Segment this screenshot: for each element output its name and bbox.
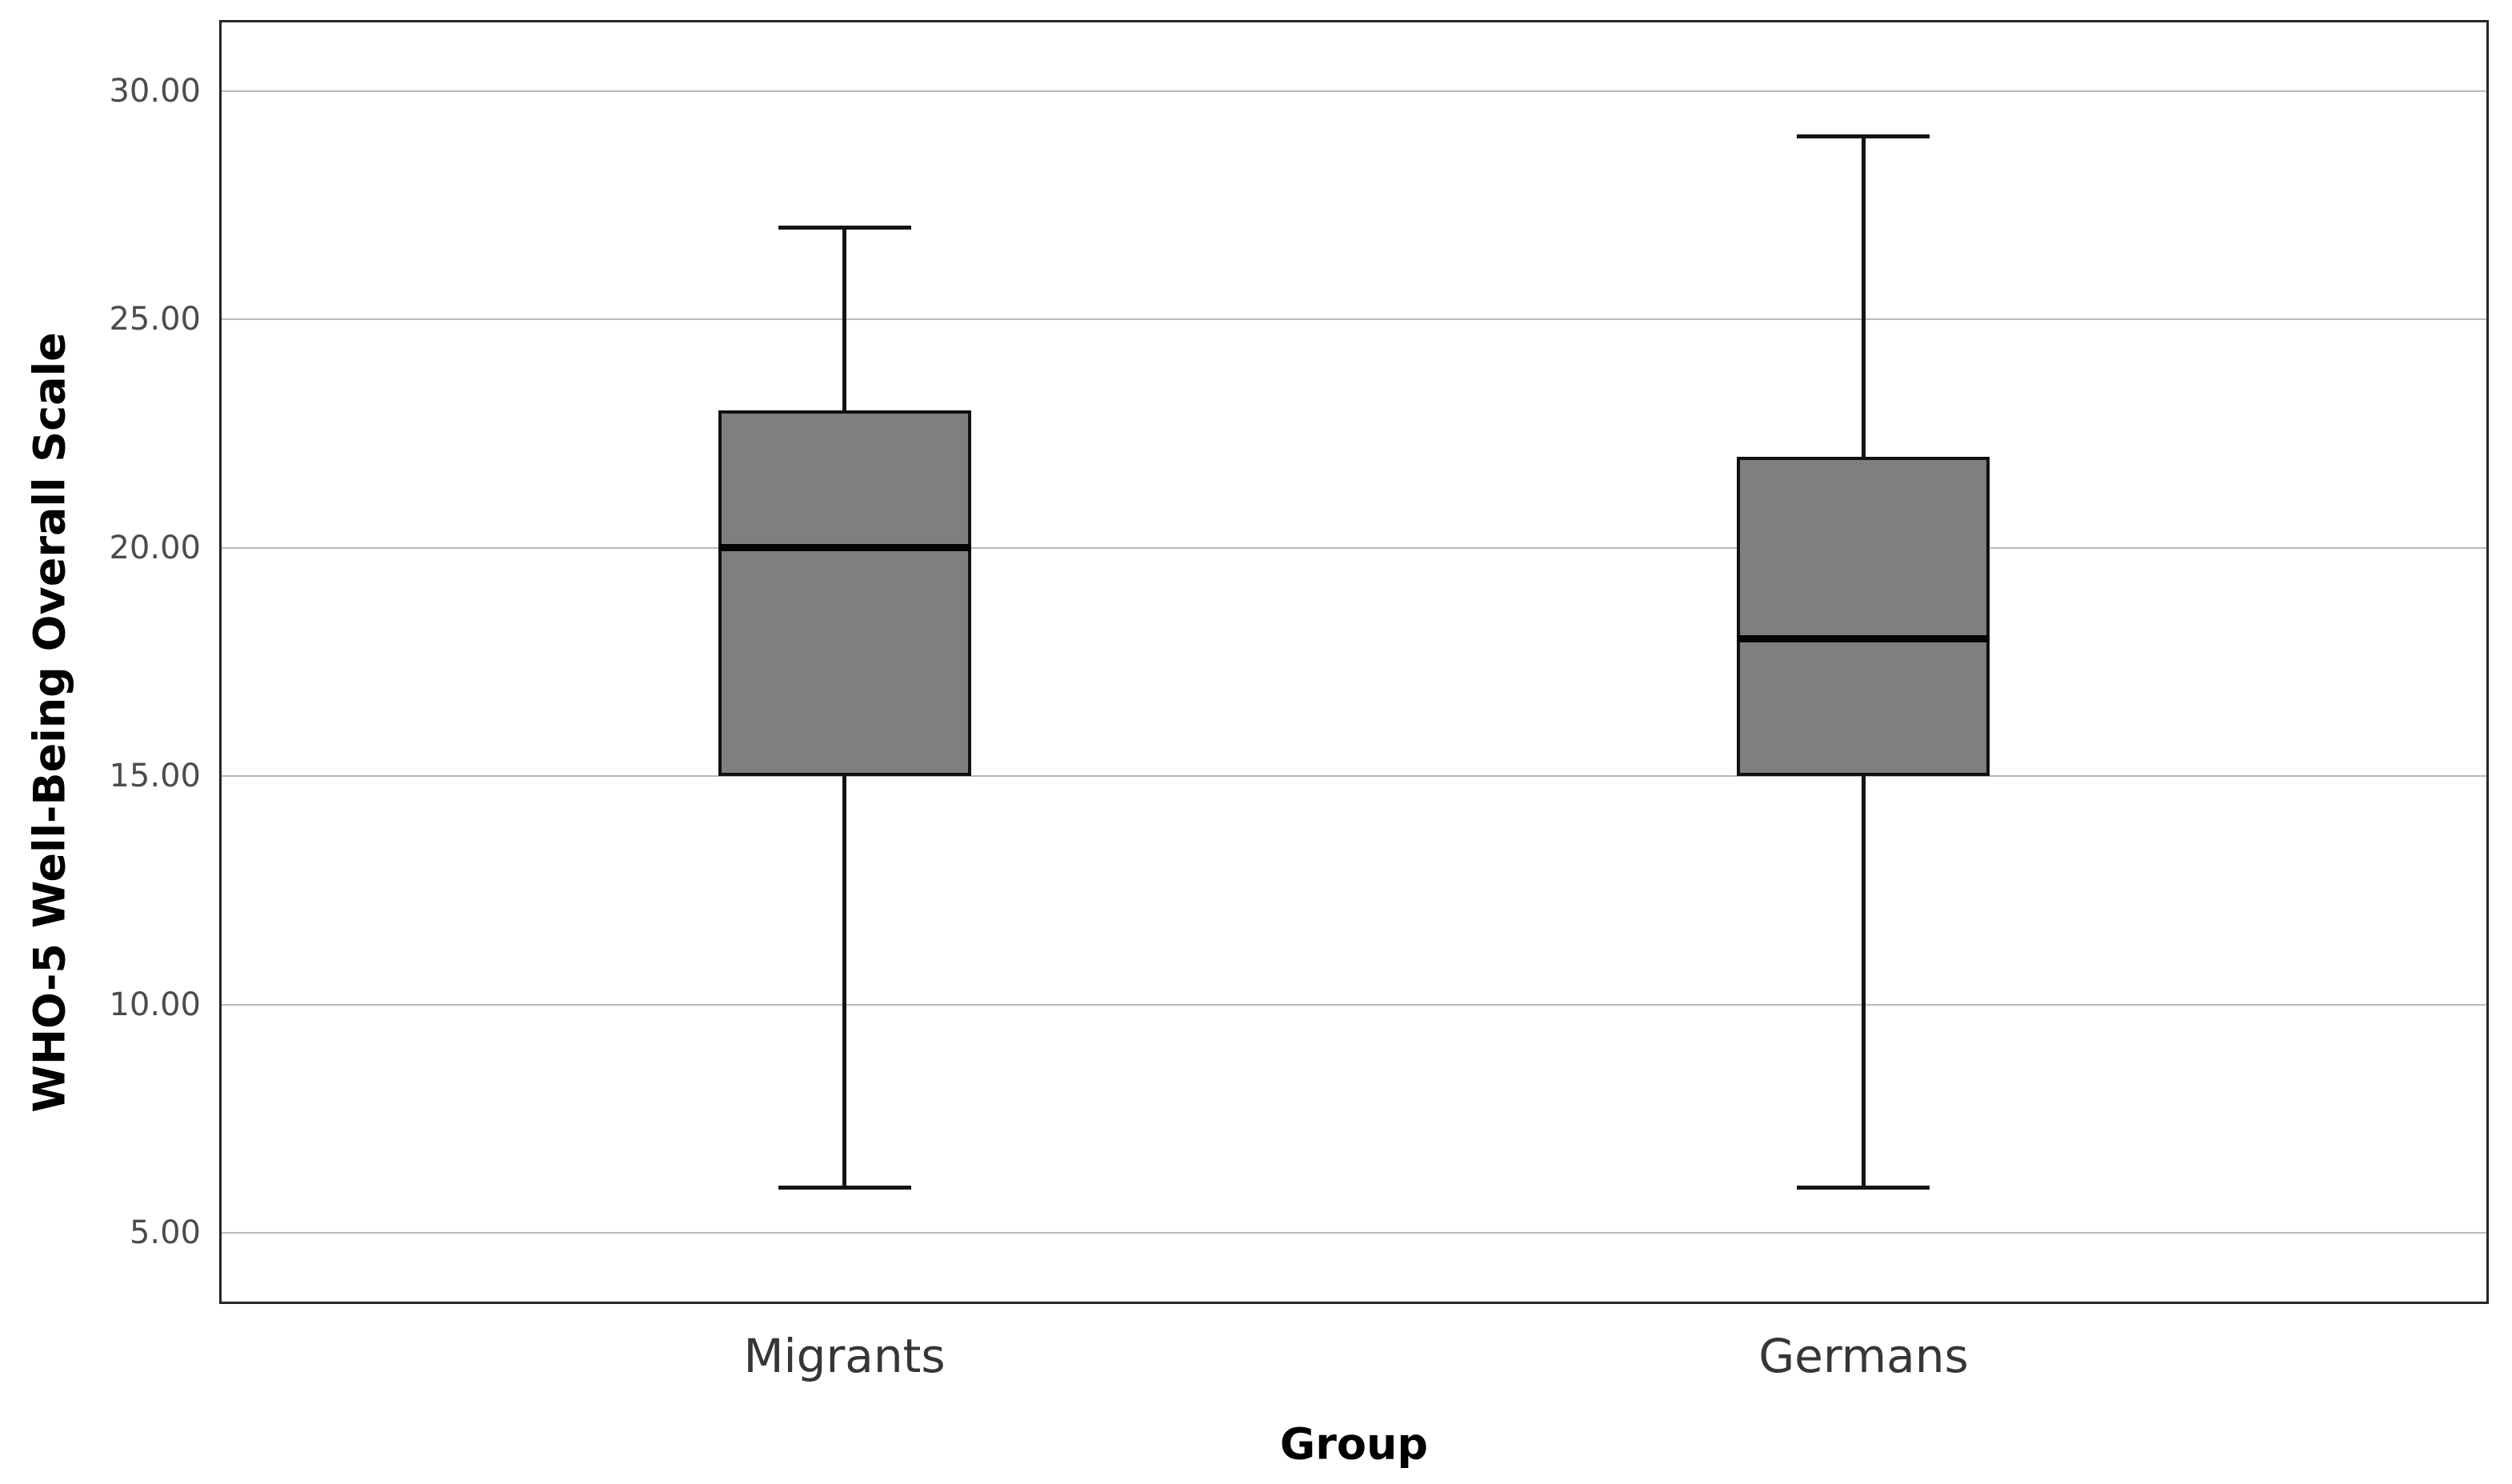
x-axis-title: Group: [1279, 1418, 1429, 1470]
lower-whisker-cap: [1797, 1185, 1930, 1190]
gridline: [222, 318, 2486, 321]
median-line: [718, 544, 971, 552]
lower-whisker-cap: [778, 1185, 911, 1190]
iqr-box: [718, 410, 971, 777]
upper-whisker-cap: [1797, 134, 1930, 139]
y-tick-label: 15.00: [109, 758, 201, 795]
x-category-label: Germans: [1758, 1329, 1969, 1383]
gridline: [222, 775, 2486, 778]
upper-whisker-cap: [778, 226, 911, 230]
y-tick-label: 10.00: [109, 986, 201, 1023]
gridline: [222, 90, 2486, 92]
iqr-box: [1737, 456, 1990, 777]
y-tick-label: 20.00: [109, 529, 201, 566]
gridline: [222, 1232, 2486, 1234]
y-tick-label: 5.00: [129, 1214, 201, 1252]
upper-whisker: [1861, 136, 1866, 457]
gridline: [222, 1003, 2486, 1006]
x-category-label: Migrants: [743, 1329, 946, 1383]
y-tick-label: 30.00: [109, 72, 201, 110]
plot-area: [222, 22, 2486, 1302]
lower-whisker: [842, 776, 847, 1188]
gridline: [222, 546, 2486, 549]
y-tick-label: 25.00: [109, 301, 201, 338]
lower-whisker: [1861, 776, 1866, 1188]
median-line: [1737, 635, 1990, 643]
upper-whisker: [842, 227, 847, 411]
